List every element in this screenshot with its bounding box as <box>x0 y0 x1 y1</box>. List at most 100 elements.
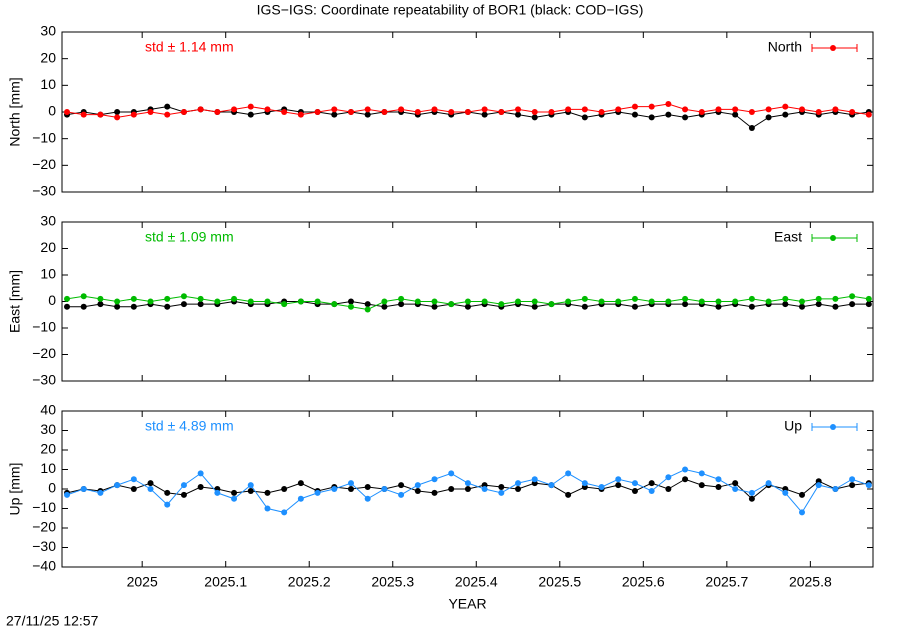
data-point <box>815 482 822 489</box>
data-point <box>498 484 505 491</box>
data-point <box>832 303 839 310</box>
data-point <box>498 489 505 496</box>
data-point <box>631 111 638 118</box>
data-point <box>849 482 856 489</box>
data-point <box>130 295 137 302</box>
y-tick-label: 0 <box>48 292 56 308</box>
data-point <box>231 106 238 113</box>
data-point <box>815 109 822 115</box>
data-point <box>464 109 471 115</box>
data-point <box>130 303 137 310</box>
data-point <box>648 103 655 110</box>
data-point <box>281 486 288 492</box>
data-point <box>431 303 438 310</box>
data-point <box>748 489 755 496</box>
data-point <box>147 480 154 487</box>
data-point <box>364 484 371 491</box>
data-point <box>598 109 605 115</box>
data-point <box>531 298 538 305</box>
data-point <box>364 495 371 502</box>
x-tick-label: 2025.8 <box>789 574 832 590</box>
data-point <box>398 295 405 302</box>
data-point <box>598 298 605 305</box>
data-point <box>832 106 839 113</box>
y-tick-label: 20 <box>40 441 56 457</box>
data-point <box>698 298 705 305</box>
data-point <box>164 303 171 310</box>
annotation: std ± 1.14 mm <box>145 39 234 55</box>
data-point <box>765 480 772 487</box>
data-point <box>247 298 254 305</box>
data-point <box>548 301 555 308</box>
data-point <box>431 298 438 305</box>
data-point <box>314 109 321 115</box>
data-point <box>431 106 438 113</box>
data-point <box>531 109 538 115</box>
y-tick-label: 10 <box>40 76 56 92</box>
data-point <box>214 298 221 305</box>
data-point <box>715 106 722 113</box>
legend-symbol <box>830 45 836 51</box>
data-point <box>164 295 171 302</box>
data-point <box>414 109 421 115</box>
data-point <box>631 103 638 110</box>
y-tick-label: −20 <box>32 519 56 535</box>
data-point <box>97 295 104 302</box>
y-tick-label: 10 <box>40 460 56 476</box>
data-point <box>364 301 371 308</box>
data-point <box>615 298 622 305</box>
data-point <box>414 298 421 305</box>
data-point <box>648 114 655 121</box>
data-point <box>631 303 638 310</box>
data-point <box>515 106 522 113</box>
data-point <box>347 303 354 310</box>
data-point <box>565 106 572 113</box>
data-point <box>799 509 806 516</box>
y-axis-label: Up [mm] <box>7 463 23 516</box>
y-tick-label: 40 <box>40 402 56 418</box>
data-point <box>865 301 872 308</box>
data-point <box>114 303 121 310</box>
x-tick-label: 2025.3 <box>371 574 414 590</box>
data-point <box>180 482 187 489</box>
data-point <box>80 293 87 300</box>
data-point <box>581 106 588 113</box>
data-point <box>297 111 304 118</box>
data-point <box>231 295 238 302</box>
y-tick-label: 20 <box>40 49 56 65</box>
data-point <box>64 109 71 115</box>
data-point <box>515 298 522 305</box>
data-point <box>97 301 104 308</box>
data-point <box>97 489 104 496</box>
data-point <box>515 111 522 118</box>
data-point <box>114 109 121 115</box>
data-point <box>114 114 121 121</box>
data-point <box>448 301 455 308</box>
data-point <box>648 480 655 487</box>
data-point <box>80 303 87 310</box>
data-point <box>80 486 87 492</box>
y-tick-label: 0 <box>48 480 56 496</box>
data-point <box>197 484 204 491</box>
data-point <box>498 301 505 308</box>
legend-symbol <box>830 424 836 430</box>
data-point <box>331 106 338 113</box>
data-point <box>832 486 839 492</box>
data-point <box>665 101 672 107</box>
y-axis-label: East [mm] <box>7 270 23 333</box>
data-point <box>231 489 238 496</box>
data-point <box>682 114 689 121</box>
data-point <box>782 111 789 118</box>
data-point <box>97 111 104 118</box>
data-point <box>314 298 321 305</box>
annotation: std ± 4.89 mm <box>145 418 234 434</box>
data-point <box>197 295 204 302</box>
data-point <box>732 486 739 492</box>
x-tick-label: 2025 <box>127 574 158 590</box>
data-point <box>431 476 438 483</box>
series <box>64 101 872 121</box>
data-point <box>431 489 438 496</box>
data-point <box>698 109 705 115</box>
data-point <box>331 111 338 118</box>
data-point <box>331 486 338 492</box>
